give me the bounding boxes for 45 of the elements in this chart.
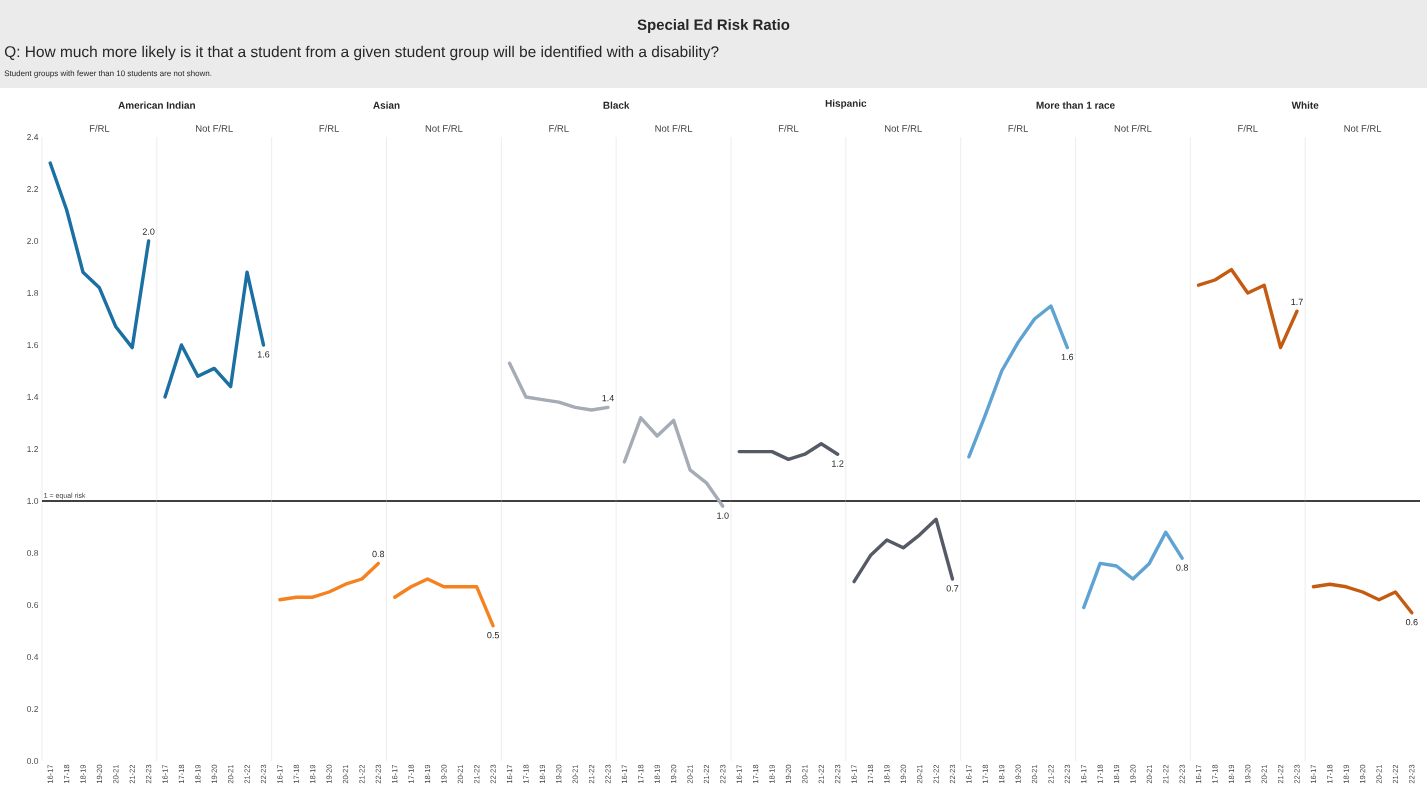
chart-title: More than 1 race [1036,101,1115,109]
y-tick-label: 1.2 [27,446,39,452]
y-tick-label: 0.8 [27,550,39,556]
text: Q: How much more likely is it that a student from a given student group will be identified with a disability? [4,45,719,61]
chart-subtitle: F/RL [89,124,110,132]
y-tick-label: 2.4 [27,134,39,140]
data-label: 2.0 [142,228,155,235]
chart-subtitle: Not F/RL [885,124,922,132]
chart-subtitle: F/RL [1238,124,1258,132]
chart-title: Hispanic [825,99,867,109]
data-label: 1.6 [1061,353,1074,361]
y-tick-label: 2.2 [27,186,39,192]
data-label: 1.6 [257,351,270,358]
y-tick-label: 1.8 [27,290,39,296]
data-label: 1.4 [602,395,614,402]
y-tick-label: 0.6 [27,602,39,608]
chart-subtitle: Not F/RL [1114,124,1152,132]
data-label: 0.7 [946,585,959,592]
data-label: 1.0 [717,512,729,519]
chart-subtitle: F/RL [1008,124,1029,132]
data-label: 0.8 [372,550,385,558]
y-tick-label: 1.6 [27,342,39,348]
y-tick-label: 1.0 [27,498,39,504]
data-label: 1.7 [1291,298,1303,305]
data-label: 1.2 [832,460,844,467]
data-label: 0.8 [1176,564,1188,571]
chart-title: Asian [373,101,400,109]
data-label: 0.6 [1405,618,1418,626]
chart-subtitle: Not F/RL [196,124,233,132]
chart-subtitle: F/RL [778,124,799,132]
y-tick-label: 2.0 [27,238,39,244]
chart-subtitle: Not F/RL [1344,124,1382,132]
y-tick-label: 0.2 [27,706,39,712]
chart-subtitle: F/RL [549,124,569,132]
data-label: 0.5 [487,631,499,639]
chart-title: American Indian [118,101,195,109]
chart-title: White [1291,101,1319,109]
chart-title: Black [603,101,630,109]
chart-subtitle: Not F/RL [425,124,463,132]
y-tick-label: 0.4 [27,654,39,660]
chart-subtitle: F/RL [319,124,340,132]
text: Special Ed Risk Ratio [637,19,790,33]
y-tick-label: 1.4 [27,394,39,400]
y-tick-label: 0.0 [27,758,39,764]
chart-subtitle: Not F/RL [655,124,693,132]
